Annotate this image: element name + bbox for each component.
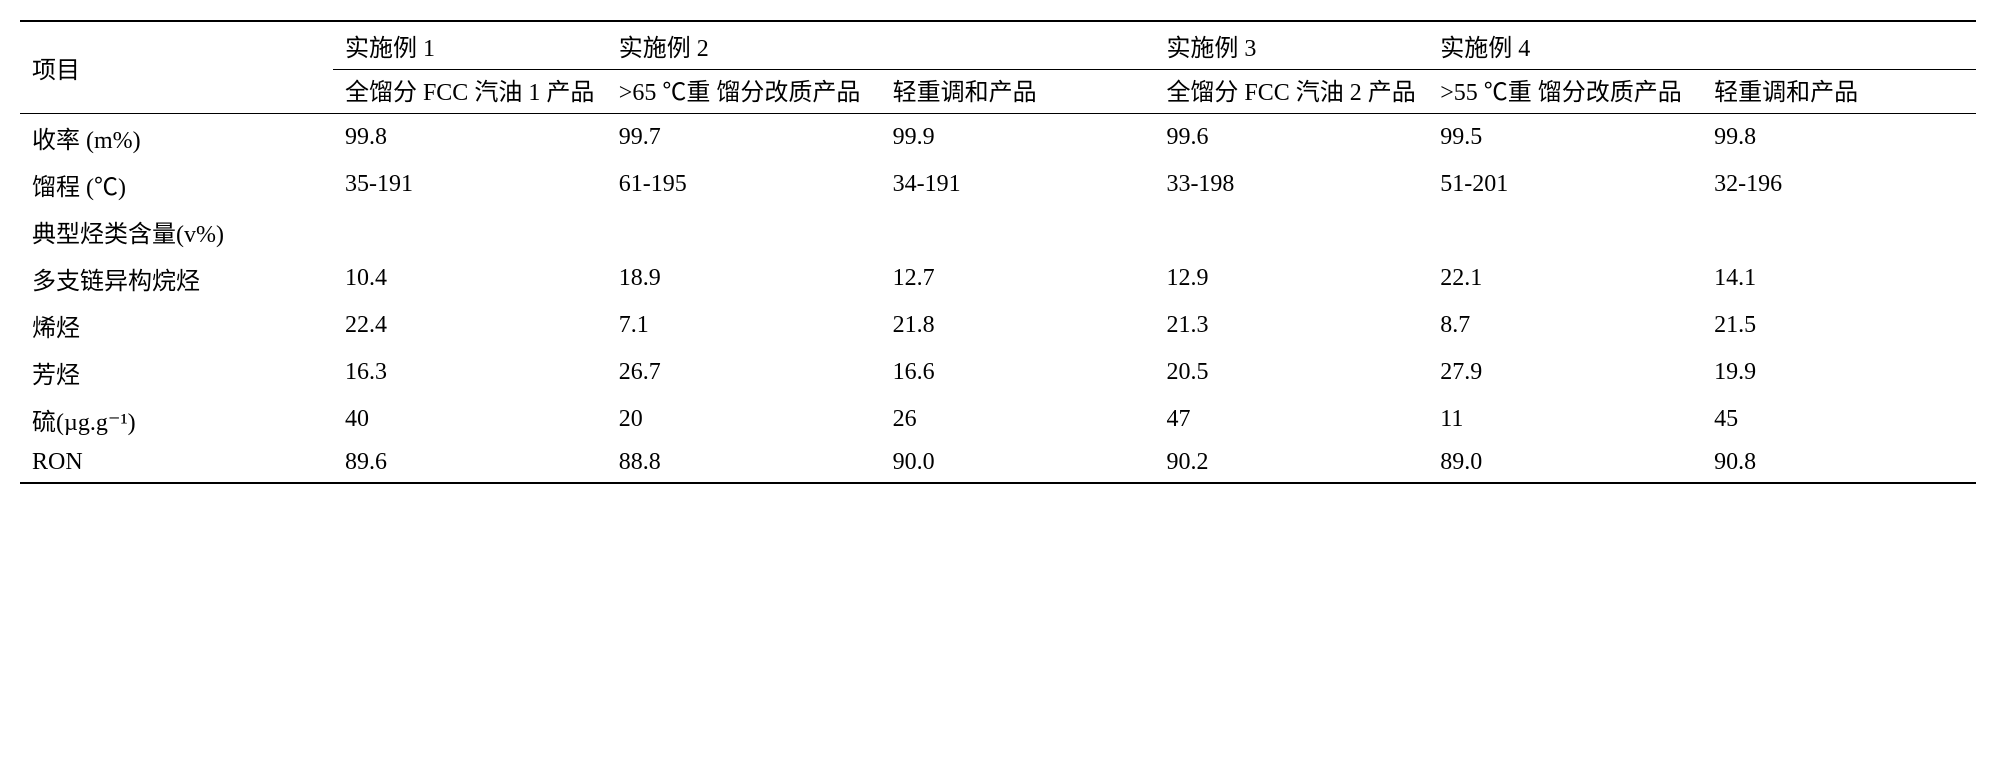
cell — [881, 208, 1155, 255]
cell: 10.4 — [333, 255, 607, 302]
table-row: 收率 (m%) 99.8 99.7 99.9 99.6 99.5 99.8 — [20, 114, 1976, 162]
cell: 12.7 — [881, 255, 1155, 302]
cell: 99.9 — [881, 114, 1155, 162]
cell: 32-196 — [1702, 161, 1976, 208]
cell — [1428, 208, 1702, 255]
cell: 45 — [1702, 396, 1976, 443]
cell: 11 — [1428, 396, 1702, 443]
cell: 21.3 — [1154, 302, 1428, 349]
subheader-6: 轻重调和产品 — [1702, 70, 1976, 114]
cell: 89.6 — [333, 443, 607, 483]
cell: 99.8 — [333, 114, 607, 162]
cell: 18.9 — [607, 255, 881, 302]
cell: 99.5 — [1428, 114, 1702, 162]
cell: 51-201 — [1428, 161, 1702, 208]
table-row: RON 89.6 88.8 90.0 90.2 89.0 90.8 — [20, 443, 1976, 483]
cell: 88.8 — [607, 443, 881, 483]
data-table: 项目 实施例 1 实施例 2 实施例 3 实施例 4 全馏分 FCC 汽油 1 … — [20, 20, 1976, 484]
cell: 16.6 — [881, 349, 1155, 396]
cell: 21.8 — [881, 302, 1155, 349]
subheader-2: >65 ℃重 馏分改质产品 — [607, 70, 881, 114]
row-label: RON — [20, 443, 333, 483]
cell: 20.5 — [1154, 349, 1428, 396]
cell: 16.3 — [333, 349, 607, 396]
row-label: 芳烃 — [20, 349, 333, 396]
cell: 12.9 — [1154, 255, 1428, 302]
subheader-1: 全馏分 FCC 汽油 1 产品 — [333, 70, 607, 114]
cell: 22.4 — [333, 302, 607, 349]
table-row: 硫(µg.g⁻¹) 40 20 26 47 11 45 — [20, 396, 1976, 443]
cell: 14.1 — [1702, 255, 1976, 302]
cell: 34-191 — [881, 161, 1155, 208]
example-header-3: 实施例 3 — [1154, 21, 1428, 70]
cell: 33-198 — [1154, 161, 1428, 208]
cell — [1154, 208, 1428, 255]
cell: 61-195 — [607, 161, 881, 208]
row-label: 多支链异构烷烃 — [20, 255, 333, 302]
cell: 89.0 — [1428, 443, 1702, 483]
cell: 99.7 — [607, 114, 881, 162]
cell: 40 — [333, 396, 607, 443]
table-row: 烯烃 22.4 7.1 21.8 21.3 8.7 21.5 — [20, 302, 1976, 349]
subheader-5: >55 ℃重 馏分改质产品 — [1428, 70, 1702, 114]
cell: 27.9 — [1428, 349, 1702, 396]
table-row: 多支链异构烷烃 10.4 18.9 12.7 12.9 22.1 14.1 — [20, 255, 1976, 302]
cell: 22.1 — [1428, 255, 1702, 302]
table-row: 芳烃 16.3 26.7 16.6 20.5 27.9 19.9 — [20, 349, 1976, 396]
cell: 90.0 — [881, 443, 1155, 483]
cell: 19.9 — [1702, 349, 1976, 396]
row-label: 典型烃类含量(v%) — [20, 208, 333, 255]
header-row-1: 项目 实施例 1 实施例 2 实施例 3 实施例 4 — [20, 21, 1976, 70]
cell: 47 — [1154, 396, 1428, 443]
cell: 26 — [881, 396, 1155, 443]
cell — [1702, 208, 1976, 255]
cell: 8.7 — [1428, 302, 1702, 349]
cell: 21.5 — [1702, 302, 1976, 349]
row-label: 烯烃 — [20, 302, 333, 349]
cell: 7.1 — [607, 302, 881, 349]
cell — [607, 208, 881, 255]
cell: 90.2 — [1154, 443, 1428, 483]
cell — [333, 208, 607, 255]
row-label: 馏程 (℃) — [20, 161, 333, 208]
row-label: 硫(µg.g⁻¹) — [20, 396, 333, 443]
cell: 26.7 — [607, 349, 881, 396]
cell: 20 — [607, 396, 881, 443]
item-header: 项目 — [20, 21, 333, 114]
table-row: 馏程 (℃) 35-191 61-195 34-191 33-198 51-20… — [20, 161, 1976, 208]
cell: 35-191 — [333, 161, 607, 208]
cell: 99.6 — [1154, 114, 1428, 162]
row-label: 收率 (m%) — [20, 114, 333, 162]
example-header-4: 实施例 4 — [1428, 21, 1976, 70]
example-header-2: 实施例 2 — [607, 21, 1155, 70]
table-row: 典型烃类含量(v%) — [20, 208, 1976, 255]
table-body: 收率 (m%) 99.8 99.7 99.9 99.6 99.5 99.8 馏程… — [20, 114, 1976, 484]
subheader-3: 轻重调和产品 — [881, 70, 1155, 114]
example-header-1: 实施例 1 — [333, 21, 607, 70]
cell: 99.8 — [1702, 114, 1976, 162]
subheader-4: 全馏分 FCC 汽油 2 产品 — [1154, 70, 1428, 114]
cell: 90.8 — [1702, 443, 1976, 483]
